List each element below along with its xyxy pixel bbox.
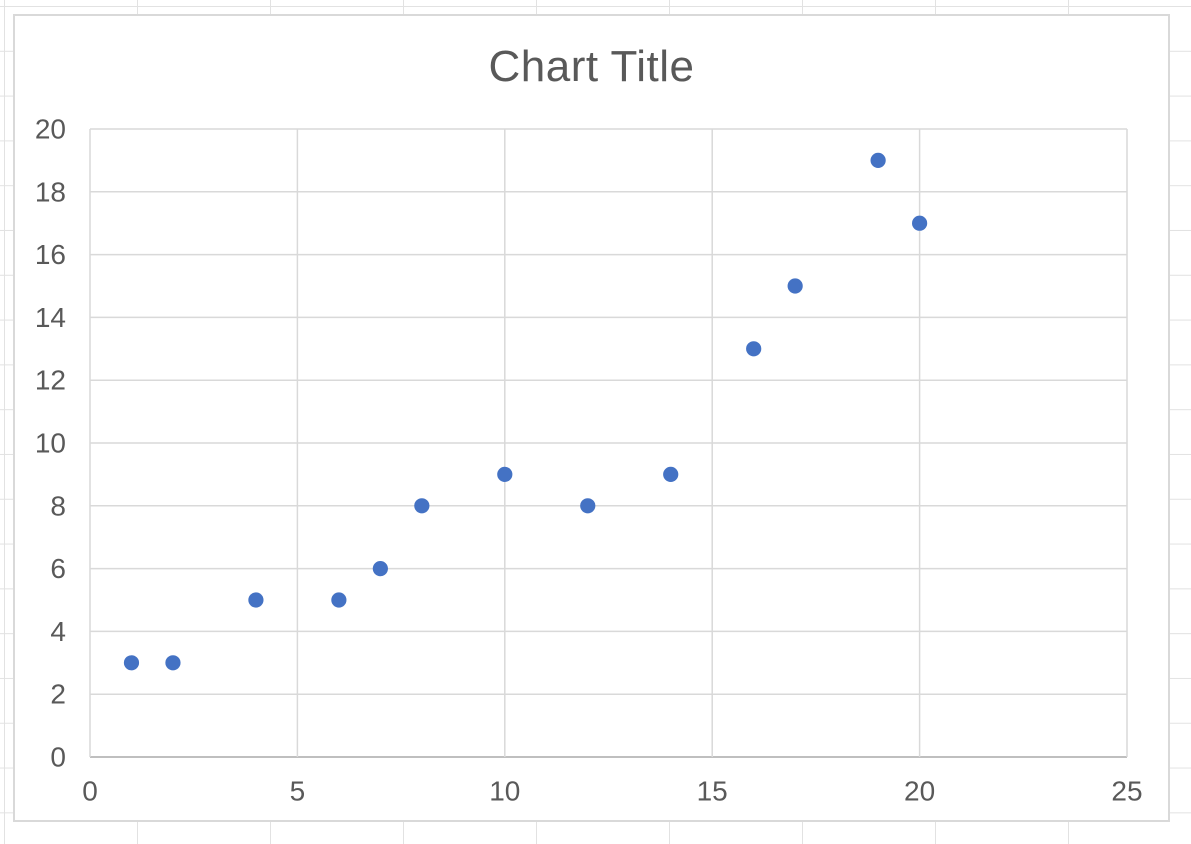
data-point[interactable] bbox=[912, 215, 928, 231]
data-point[interactable] bbox=[746, 341, 762, 357]
x-tick-label: 5 bbox=[290, 776, 306, 807]
y-tick-label: 20 bbox=[35, 114, 66, 145]
data-point[interactable] bbox=[248, 592, 264, 608]
data-point[interactable] bbox=[497, 466, 513, 482]
x-tick-label: 0 bbox=[82, 776, 98, 807]
y-tick-label: 4 bbox=[50, 616, 66, 647]
y-tick-label: 16 bbox=[35, 239, 66, 270]
y-tick-label: 10 bbox=[35, 428, 66, 459]
y-tick-label: 8 bbox=[50, 490, 66, 521]
scatter-plot-area[interactable]: 0 2 4 6 8 10 12 14 16 18 20 0 5 10 15 20 25 bbox=[15, 16, 1168, 820]
x-tick-label: 20 bbox=[904, 776, 935, 807]
data-point[interactable] bbox=[165, 655, 181, 671]
y-tick-label: 18 bbox=[35, 176, 66, 207]
x-tick-label: 25 bbox=[1111, 776, 1142, 807]
data-point[interactable] bbox=[414, 498, 430, 514]
x-tick-label: 15 bbox=[697, 776, 728, 807]
chart-object[interactable]: Chart Title 0 2 4 6 8 10 12 14 16 18 20 0 5 10 15 20 25 bbox=[13, 14, 1170, 822]
y-tick-label: 14 bbox=[35, 302, 66, 333]
y-tick-label: 12 bbox=[35, 365, 66, 396]
data-point[interactable] bbox=[787, 278, 803, 294]
data-point[interactable] bbox=[331, 592, 347, 608]
x-tick-label: 10 bbox=[489, 776, 520, 807]
data-point[interactable] bbox=[580, 498, 596, 514]
chart-title[interactable]: Chart Title bbox=[488, 42, 695, 91]
data-point[interactable] bbox=[372, 561, 388, 577]
y-tick-label: 0 bbox=[50, 742, 66, 773]
data-point[interactable] bbox=[123, 655, 140, 671]
y-tick-label: 6 bbox=[50, 553, 66, 584]
data-point[interactable] bbox=[870, 152, 886, 168]
y-tick-label: 2 bbox=[50, 679, 66, 710]
data-point[interactable] bbox=[663, 466, 679, 482]
